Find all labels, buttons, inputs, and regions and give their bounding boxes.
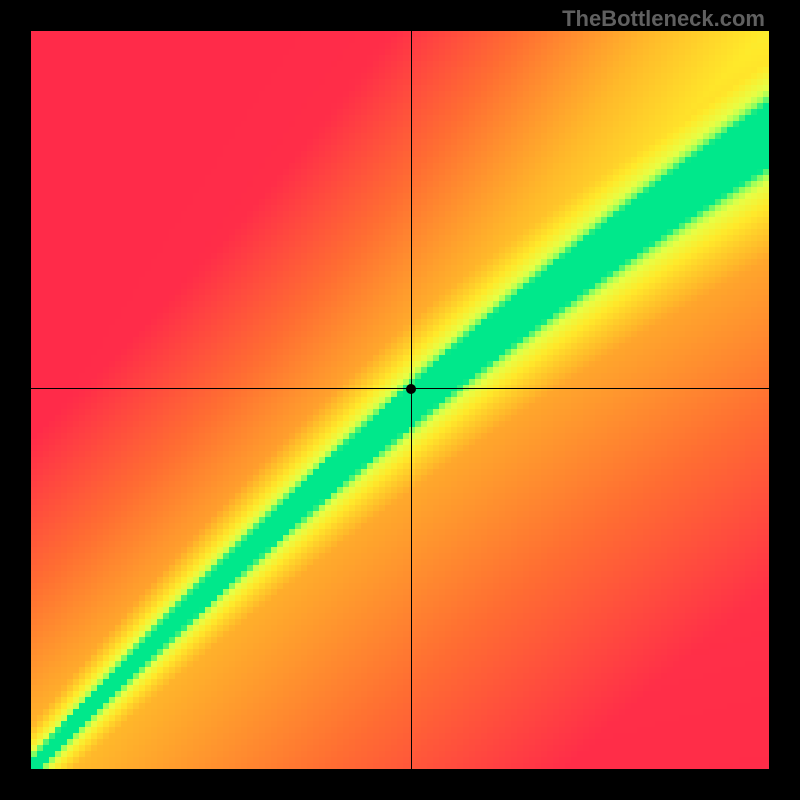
crosshair-vertical — [411, 31, 412, 769]
data-point-marker — [406, 384, 416, 394]
bottleneck-heatmap — [31, 31, 769, 769]
watermark-text: TheBottleneck.com — [562, 6, 765, 32]
crosshair-horizontal — [31, 388, 769, 389]
